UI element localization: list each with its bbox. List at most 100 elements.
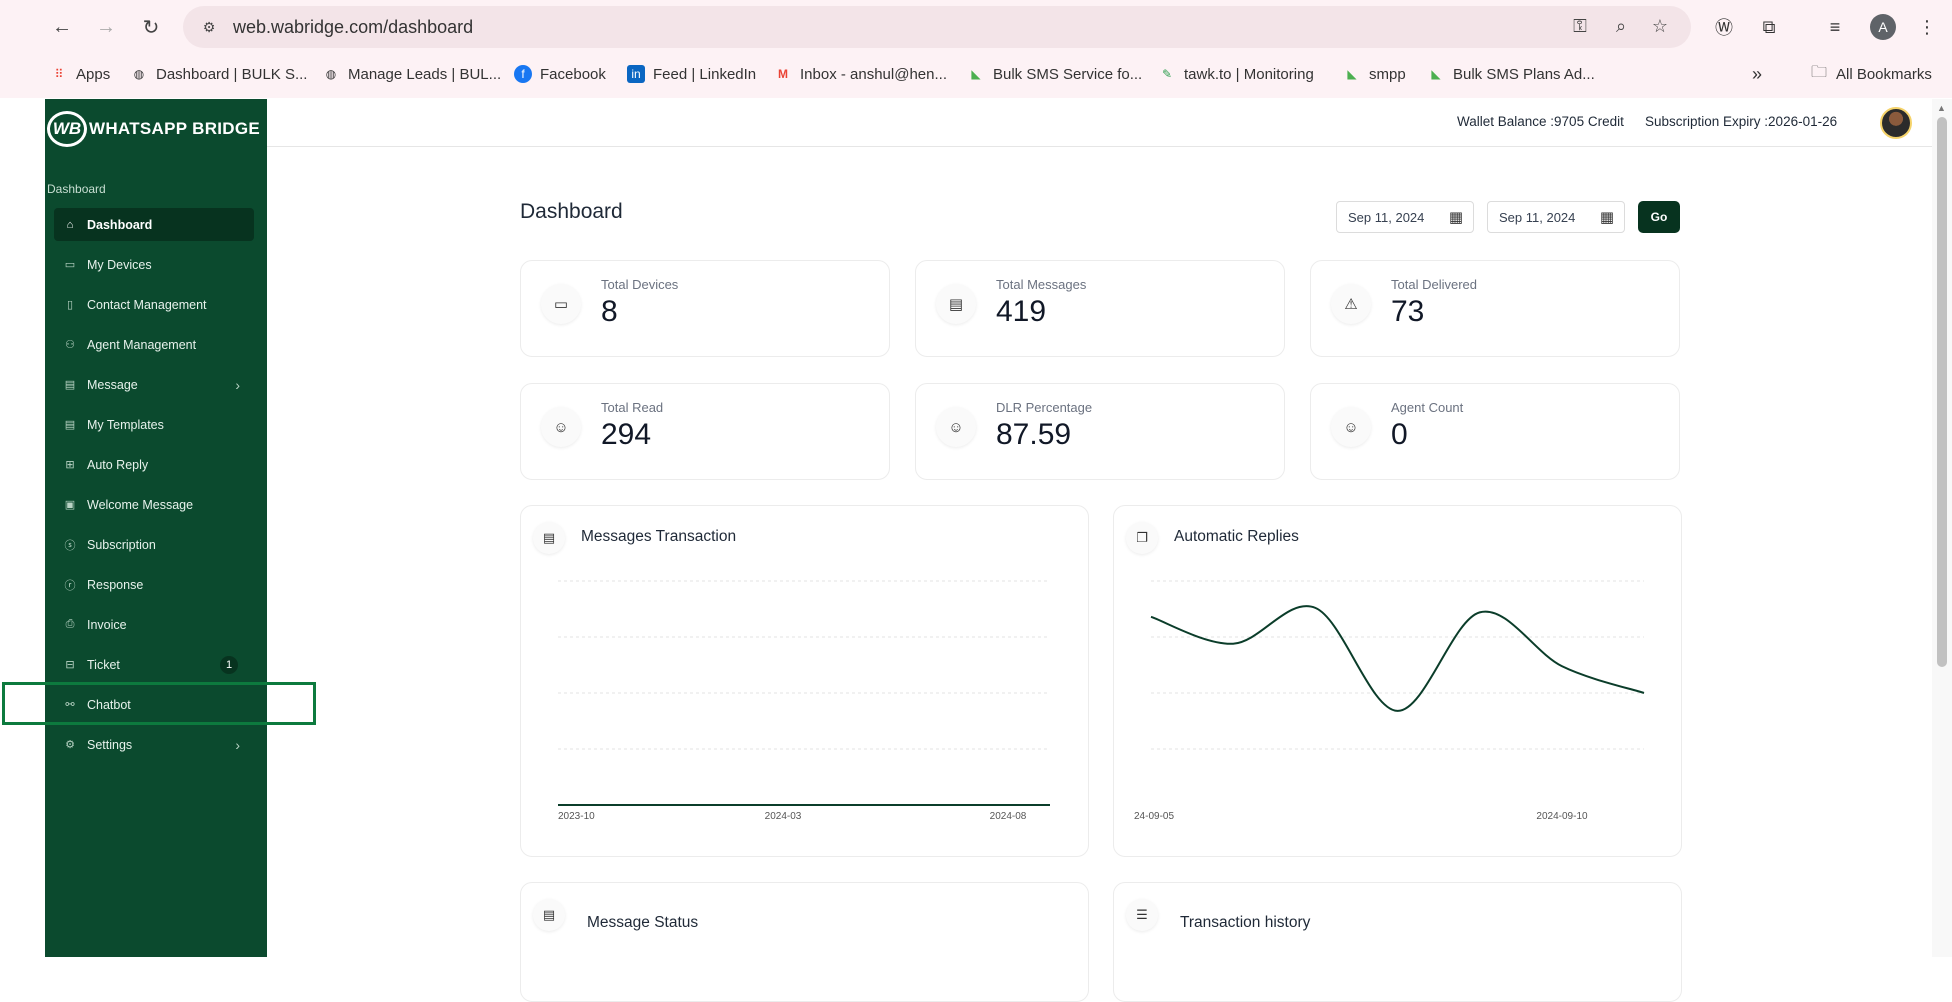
forward-icon[interactable]: → xyxy=(96,15,116,38)
bookmark-inbox[interactable]: M Inbox - anshul@hen... xyxy=(774,58,947,90)
back-icon[interactable]: ← xyxy=(52,15,72,38)
sidebar-item-chatbot[interactable]: ⚯ Chatbot xyxy=(54,688,254,721)
stat-card-dlr-percentage: ☺ DLR Percentage 87.59 xyxy=(915,383,1285,480)
bookmark-apps[interactable]: ⠿ Apps xyxy=(50,58,111,90)
chevron-right-icon: › xyxy=(235,736,240,753)
folder-icon: 🗀 xyxy=(1810,63,1827,81)
bookmark-label: Inbox - anshul@hen... xyxy=(800,65,947,83)
bookmark-manage-leads[interactable]: ◍ Manage Leads | BUL... xyxy=(322,58,501,90)
bookmark-label: Manage Leads | BUL... xyxy=(348,65,502,83)
date-from-input[interactable]: Sep 11, 2024 ▦ xyxy=(1336,201,1474,233)
page-scrollbar[interactable]: ▲ xyxy=(1932,99,1952,957)
bookmarks-bar: ⠿ Apps ◍ Dashboard | BULK S... ◍ Manage … xyxy=(0,58,1952,90)
stat-label: Total Messages xyxy=(996,277,1087,292)
bookmark-bulk-sms-plans[interactable]: ◣ Bulk SMS Plans Ad... xyxy=(1427,58,1594,90)
extension-w-icon[interactable]: Ⓦ xyxy=(1715,18,1733,38)
wallet-balance: Wallet Balance :9705 Credit xyxy=(1457,114,1624,129)
messages-transaction-chart: 2023-10 2024-03 2024-08 xyxy=(558,580,1050,822)
sidebar-item-welcome-message[interactable]: ▣ Welcome Message xyxy=(54,488,254,521)
sidebar-item-auto-reply[interactable]: ⊞ Auto Reply xyxy=(54,448,254,481)
sidebar-item-contact-management[interactable]: ▯ Contact Management xyxy=(54,288,254,321)
welcome-message-icon: ▣ xyxy=(64,499,76,511)
bookmark-label: Feed | LinkedIn xyxy=(653,65,757,83)
subscription-expiry: Subscription Expiry :2026-01-26 xyxy=(1645,114,1838,129)
zoom-icon[interactable]: ⌕ xyxy=(1615,15,1627,36)
bookmark-bulk-sms-service[interactable]: ◣ Bulk SMS Service fo... xyxy=(967,58,1142,90)
date-from-value: Sep 11, 2024 xyxy=(1348,209,1425,225)
sidebar-item-label: Agent Management xyxy=(87,337,197,352)
calendar-icon[interactable]: ▦ xyxy=(1448,209,1463,226)
chevron-right-icon: › xyxy=(235,376,240,393)
warning-icon: ⚠ xyxy=(1331,284,1371,324)
bookmark-label: tawk.to | Monitoring xyxy=(1184,65,1314,83)
sidebar-item-invoice[interactable]: ⎙ Invoice xyxy=(54,608,254,641)
panel-title: Message Status xyxy=(587,914,699,931)
panel-title: Transaction history xyxy=(1180,914,1311,931)
site-info-icon[interactable]: ⚙ xyxy=(202,18,216,35)
chat-bubbles-icon: ❐ xyxy=(1126,522,1158,554)
stat-card-agent-count: ☺ Agent Count 0 xyxy=(1310,383,1680,480)
sidebar-item-label: Auto Reply xyxy=(87,457,149,472)
bookmark-dashboard-bulk[interactable]: ◍ Dashboard | BULK S... xyxy=(130,58,308,90)
chart-panel-messages-transaction: ▤ Messages Transaction 2023-10 2024-03 202… xyxy=(520,505,1089,857)
avatar[interactable] xyxy=(1880,107,1912,139)
sidebar-item-response[interactable]: ⓡ Response xyxy=(54,568,254,601)
sidebar-item-label: Message xyxy=(87,377,138,392)
kebab-menu-icon[interactable]: ⋮ xyxy=(1918,16,1936,37)
sidebar-item-label: My Templates xyxy=(87,417,164,432)
sidebar-item-ticket[interactable]: ⊟ Ticket 1 xyxy=(54,648,254,681)
bookmark-tawkto[interactable]: ✎ tawk.to | Monitoring xyxy=(1158,58,1314,90)
extensions-puzzle-icon[interactable]: ⧉ xyxy=(1762,16,1776,37)
facebook-icon: f xyxy=(514,65,532,83)
bookmark-smpp[interactable]: ◣ smpp xyxy=(1343,58,1405,90)
x-tick-label: 2024-08 xyxy=(990,811,1027,822)
stat-value: 87.59 xyxy=(996,418,1072,451)
x-tick-label: 2024-09-10 xyxy=(1536,811,1588,822)
reload-icon[interactable]: ↻ xyxy=(142,16,160,39)
sidebar-item-message[interactable]: ▤ Message › xyxy=(54,368,254,401)
bulk-sms-icon: ◣ xyxy=(971,67,981,81)
chatbot-flow-icon: ⚯ xyxy=(65,699,75,711)
date-to-input[interactable]: Sep 11, 2024 ▦ xyxy=(1487,201,1625,233)
sidebar-item-label: My Devices xyxy=(87,257,152,272)
bookmark-linkedin[interactable]: in Feed | LinkedIn xyxy=(627,58,756,90)
user-circle-icon: ☺ xyxy=(936,407,976,447)
sidebar-item-label: Subscription xyxy=(87,537,156,552)
x-tick-label: 24-09-05 xyxy=(1134,811,1174,822)
stat-label: Total Devices xyxy=(601,277,679,292)
bookmark-facebook[interactable]: f Facebook xyxy=(514,58,606,90)
sidebar-item-settings[interactable]: ⚙ Settings › xyxy=(54,728,254,761)
panel-message-status: ▤ Message Status xyxy=(520,882,1089,1002)
sidebar-item-agent-management[interactable]: ⚇ Agent Management xyxy=(54,328,254,361)
stat-label: Total Read xyxy=(601,400,664,415)
brand-logo[interactable]: WB WHATSAPP BRIDGE xyxy=(47,111,260,147)
sidebar-item-label: Ticket xyxy=(87,657,120,672)
bulk-sms-icon: ◣ xyxy=(1347,67,1357,81)
address-bar[interactable]: ⚙ web.wabridge.com/dashboard xyxy=(183,6,1691,48)
bookmark-label: Facebook xyxy=(540,65,606,83)
sidebar-item-my-templates[interactable]: ▤ My Templates xyxy=(54,408,254,441)
stat-label: Agent Count xyxy=(1391,400,1464,415)
sidebar-item-dashboard[interactable]: ⌂ Dashboard xyxy=(54,208,254,241)
password-key-icon[interactable]: ⚿ xyxy=(1573,15,1587,36)
bookmark-star-icon[interactable]: ☆ xyxy=(1651,15,1669,36)
stat-value: 8 xyxy=(601,295,618,328)
more-bookmarks-chevron-icon[interactable]: » xyxy=(1752,63,1763,84)
go-button[interactable]: Go xyxy=(1638,201,1680,233)
sidebar-item-label: Dashboard xyxy=(87,217,153,232)
url-text[interactable]: web.wabridge.com/dashboard xyxy=(233,16,474,37)
brand-name: WHATSAPP BRIDGE xyxy=(89,119,261,138)
scroll-up-arrow-icon[interactable]: ▲ xyxy=(1937,103,1946,113)
stat-value: 73 xyxy=(1391,295,1425,328)
ticket-icon: ⊟ xyxy=(65,659,75,671)
sidebar-item-my-devices[interactable]: ▭ My Devices xyxy=(54,248,254,281)
contact-book-icon: ▯ xyxy=(66,299,74,311)
media-queue-icon[interactable]: ≡ xyxy=(1829,16,1841,37)
sidebar-item-subscription[interactable]: ⓢ Subscription xyxy=(54,528,254,561)
profile-avatar[interactable]: A xyxy=(1870,14,1896,40)
template-icon: ▤ xyxy=(64,419,76,431)
all-bookmarks[interactable]: 🗀 All Bookmarks xyxy=(1810,58,1932,90)
sidebar-item-label: Contact Management xyxy=(87,297,207,312)
scrollbar-thumb[interactable] xyxy=(1937,117,1947,667)
calendar-icon[interactable]: ▦ xyxy=(1599,209,1614,226)
